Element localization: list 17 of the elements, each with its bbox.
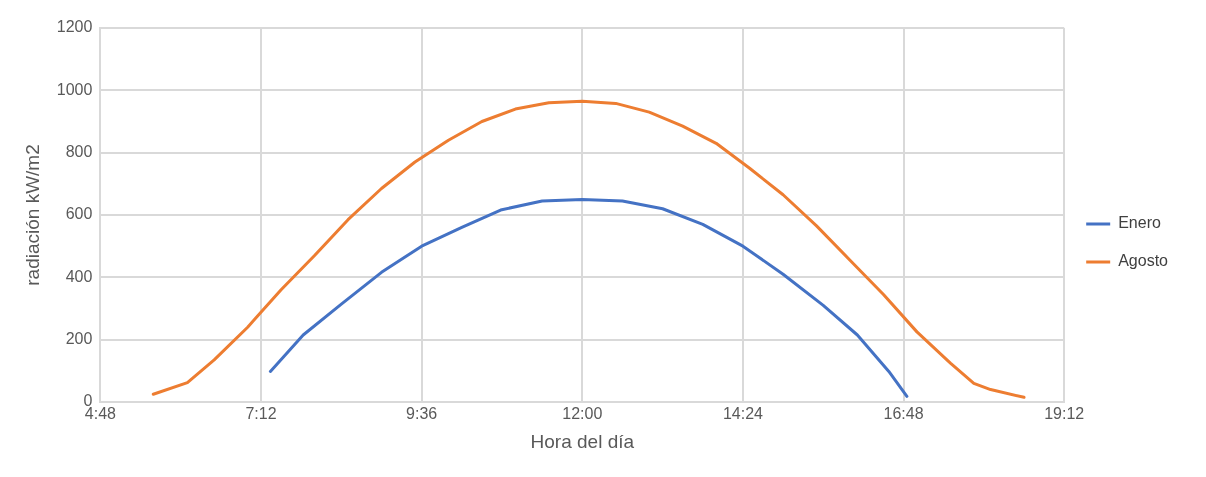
x-tick-label: 12:00: [562, 405, 603, 423]
x-tick-label: 4:48: [84, 405, 117, 423]
x-tick-label: 14:24: [722, 405, 764, 423]
x-tick-label: 19:12: [1044, 405, 1085, 423]
legend-label: Enero: [1118, 214, 1161, 232]
x-tick-label: 7:12: [245, 405, 277, 423]
y-tick-label: 800: [65, 143, 93, 161]
x-axis-title: Hora del día: [530, 430, 635, 452]
x-tick-label: 16:48: [883, 405, 924, 423]
legend-label: Agosto: [1118, 252, 1169, 270]
y-tick-label: 400: [65, 267, 93, 285]
y-tick-label: 1000: [56, 80, 93, 98]
x-tick-label: 9:36: [406, 405, 438, 423]
y-tick-label: 1200: [56, 18, 93, 36]
y-axis-title: radiación kW/m2: [21, 144, 43, 286]
y-tick-label: 600: [65, 205, 93, 223]
y-tick-label: 200: [65, 330, 93, 348]
